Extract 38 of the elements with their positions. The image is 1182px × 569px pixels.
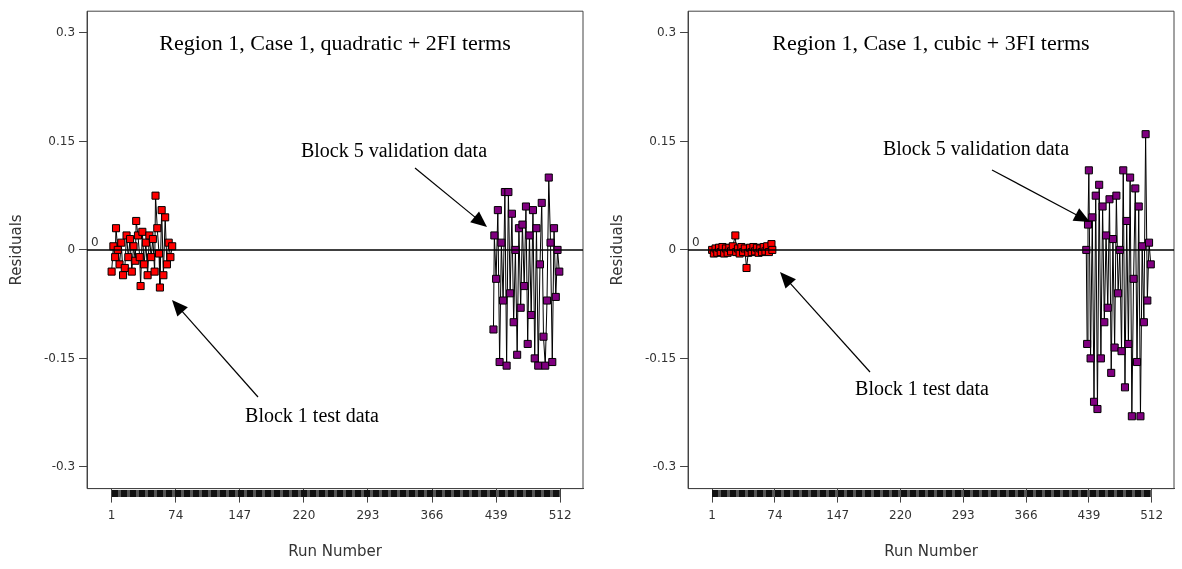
x-tick-label: 74	[767, 507, 783, 522]
x-tick-label: 512	[1140, 507, 1164, 522]
x-tick-label: 512	[548, 507, 572, 522]
x-tick-label: 293	[356, 507, 380, 522]
y-tick-label: 0	[668, 242, 677, 257]
y-tick-label: 0.15	[48, 133, 76, 148]
x-axis-title: Run Number	[288, 541, 383, 560]
text: Region 1, Case 1, cubic + 3FI terms	[772, 29, 1090, 55]
y-axis-title: Residuals	[607, 214, 626, 286]
x-tick-label: 147	[826, 507, 850, 522]
annotation: Block 1 test data	[245, 404, 380, 427]
text: Region 1, Case 1, quadratic + 2FI terms	[159, 29, 511, 55]
x-tick-label: 220	[889, 507, 912, 522]
y-tick-label: -0.15	[644, 350, 677, 365]
y-tick-label: 0.3	[656, 25, 677, 40]
ref-line-label: 0	[692, 235, 700, 250]
y-tick-label: 0.15	[649, 133, 677, 148]
annotation: Block 1 test data	[855, 377, 990, 400]
y-tick-label: -0.15	[43, 350, 76, 365]
y-axis-title: Residuals	[6, 214, 25, 286]
x-tick-label: 366	[420, 507, 444, 522]
x-tick-label: 220	[292, 507, 316, 522]
x-tick-label: 74	[168, 507, 184, 522]
y-tick-label: 0.3	[55, 25, 76, 40]
annotation: Block 5 validation data	[300, 139, 488, 162]
x-tick-label: 366	[1014, 507, 1038, 522]
y-tick-label: 0	[67, 242, 76, 257]
x-tick-label: 1	[708, 507, 716, 522]
x-tick-label: 147	[228, 507, 252, 522]
x-tick-label: 1	[107, 507, 116, 522]
x-tick-label: 439	[1077, 507, 1101, 522]
x-tick-label: 439	[484, 507, 508, 522]
y-tick-label: -0.3	[51, 459, 76, 474]
x-tick-label: 293	[951, 507, 975, 522]
annotation: Block 5 validation data	[882, 137, 1070, 160]
ref-line-label: 0	[91, 235, 99, 250]
x-axis-title: Run Number	[884, 541, 979, 560]
y-tick-label: -0.3	[652, 459, 677, 474]
